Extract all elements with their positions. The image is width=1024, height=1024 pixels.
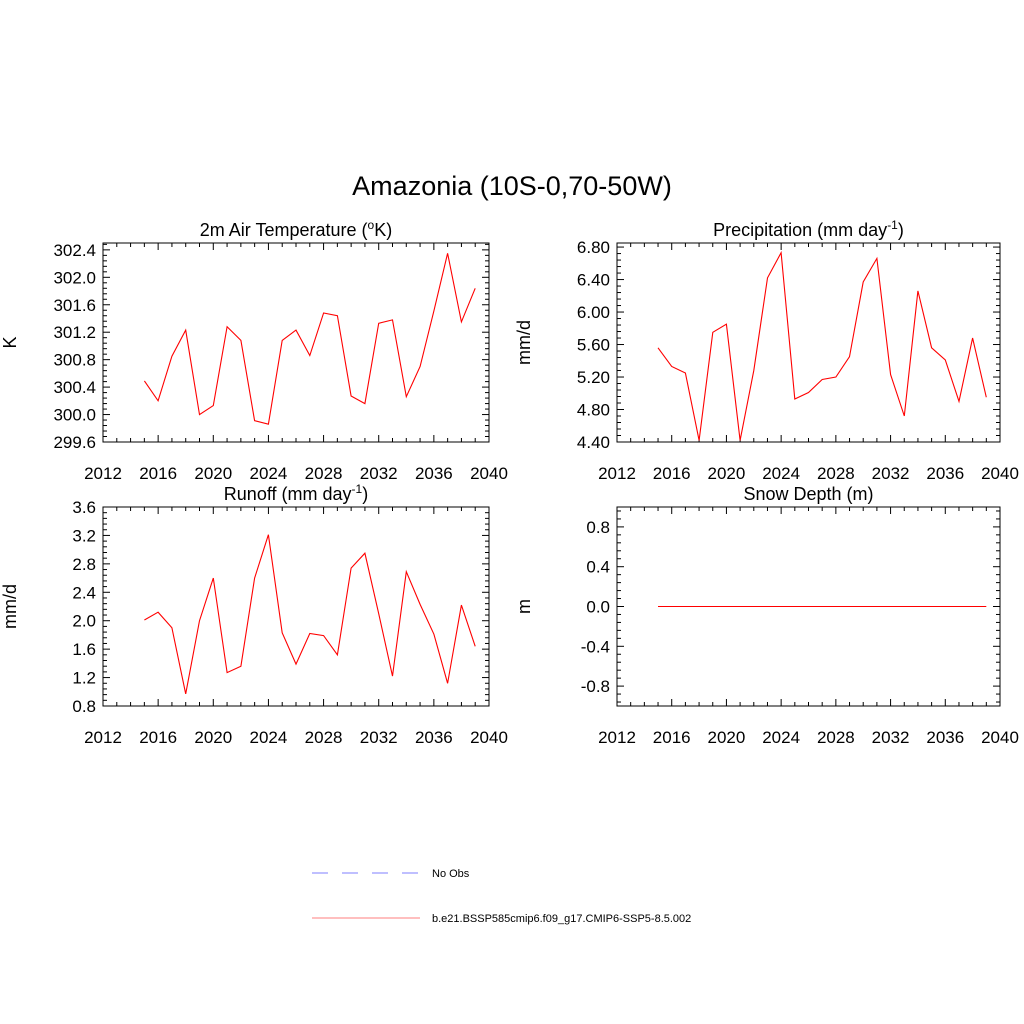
- x-tick-label: 2024: [762, 728, 800, 747]
- panel-2: 2012 2016 2020 2024 2028 2032 2036 2040 4.40 4.80…: [514, 218, 1019, 483]
- y-axis-label: K: [0, 336, 20, 348]
- panel-title: Runoff (mm day-1): [224, 482, 368, 504]
- panel-title-main: Runoff (mm day: [224, 484, 352, 504]
- y-tick-label: 300.0: [53, 406, 96, 425]
- x-tick-label: 2036: [415, 464, 453, 483]
- y-tick-label: 300.8: [53, 351, 96, 370]
- x-tick-label: 2016: [139, 728, 177, 747]
- x-tick-label: 2016: [139, 464, 177, 483]
- plot-frame: [102, 242, 490, 443]
- x-tick-label: 2012: [598, 464, 636, 483]
- panel-title: Precipitation (mm day-1): [713, 218, 904, 240]
- y-axis-label: m: [514, 599, 534, 614]
- y-tick-label: 2.4: [72, 583, 96, 602]
- y-tick-label: 301.2: [53, 323, 96, 342]
- x-tick-label: 2016: [653, 464, 691, 483]
- y-tick-label: 300.4: [53, 378, 96, 397]
- x-tick-label: 2024: [250, 464, 288, 483]
- x-tick-label: 2012: [84, 728, 122, 747]
- panel-4: 2012 2016 2020 2024 2028 2032 2036 2040 -0.8 -0.4…: [514, 484, 1019, 747]
- y-tick-label: 2.0: [72, 612, 96, 631]
- y-tick-label: 6.00: [577, 303, 610, 322]
- series-line: [657, 250, 987, 441]
- y-tick-label: 0.4: [586, 558, 610, 577]
- panel-title-after: K): [374, 220, 392, 240]
- panel-title-superscript: o: [368, 218, 375, 232]
- y-tick-label: 0.0: [586, 598, 610, 617]
- panel-title-main: 2m Air Temperature (: [200, 220, 368, 240]
- y-tick-label: 4.40: [577, 433, 610, 452]
- x-tick-label: 2036: [415, 728, 453, 747]
- panel-title-after: ): [362, 484, 368, 504]
- legend-label-2: b.e21.BSSP585cmip6.f09_g17.CMIP6-SSP5-8.…: [432, 913, 691, 925]
- x-tick-label: 2024: [250, 728, 288, 747]
- y-tick-label: 6.80: [577, 238, 610, 257]
- legend: No Obs b.e21.BSSP585cmip6.f09_g17.CMIP6-S…: [312, 868, 691, 925]
- x-tick-label: 2020: [708, 728, 746, 747]
- y-tick-label: 0.8: [72, 697, 96, 716]
- y-tick-label: 3.2: [72, 526, 96, 545]
- panel-title-superscript: -1: [352, 482, 363, 496]
- y-tick-label: 0.8: [586, 518, 610, 537]
- x-tick-label: 2020: [708, 464, 746, 483]
- panel-title-superscript: -1: [887, 218, 898, 232]
- x-tick-label: 2028: [817, 728, 855, 747]
- x-tick-label: 2040: [470, 464, 508, 483]
- y-tick-label: 302.4: [53, 241, 96, 260]
- figure-title: Amazonia (10S-0,70-50W): [352, 171, 672, 201]
- x-tick-label: 2040: [981, 728, 1019, 747]
- x-tick-label: 2012: [598, 728, 636, 747]
- plot-frame: [616, 242, 1001, 443]
- x-tick-label: 2032: [360, 728, 398, 747]
- y-tick-label: 301.6: [53, 296, 96, 315]
- series-line: [144, 534, 476, 695]
- series-line: [143, 253, 476, 425]
- y-tick-label: 302.0: [53, 268, 96, 287]
- x-tick-label: 2028: [817, 464, 855, 483]
- y-tick-label: 4.80: [577, 401, 610, 420]
- y-tick-label: 2.8: [72, 555, 96, 574]
- y-axis-label: mm/d: [514, 320, 534, 365]
- x-tick-label: 2012: [84, 464, 122, 483]
- panel-1: 2012 2016 2020 2024 2028 2032 2036 2040 299.6 300…: [0, 218, 508, 483]
- x-tick-label: 2028: [305, 728, 343, 747]
- y-tick-label: 299.6: [53, 433, 96, 452]
- panel-title: 2m Air Temperature (oK): [200, 218, 392, 240]
- y-tick-label: 1.2: [72, 669, 96, 688]
- y-tick-label: 5.60: [577, 336, 610, 355]
- plot-frame: [102, 506, 490, 707]
- x-tick-label: 2028: [305, 464, 343, 483]
- x-tick-label: 2032: [872, 464, 910, 483]
- panel-title-after: ): [898, 220, 904, 240]
- y-tick-label: 3.6: [72, 498, 96, 517]
- x-tick-label: 2040: [981, 464, 1019, 483]
- x-tick-label: 2020: [194, 728, 232, 747]
- panel-title-main: Snow Depth (m): [743, 484, 873, 504]
- panels: 2012 2016 2020 2024 2028 2032 2036 2040 299.6 300…: [0, 218, 1019, 747]
- y-tick-label: 6.40: [577, 271, 610, 290]
- x-tick-label: 2040: [470, 728, 508, 747]
- x-tick-label: 2032: [872, 728, 910, 747]
- x-tick-label: 2016: [653, 728, 691, 747]
- legend-label-1: No Obs: [432, 868, 470, 880]
- x-tick-label: 2032: [360, 464, 398, 483]
- panel-title-main: Precipitation (mm day: [713, 220, 887, 240]
- panel-3: 2012 2016 2020 2024 2028 2032 2036 2040 0.8 1.2 1.…: [0, 482, 508, 747]
- x-tick-label: 2036: [926, 728, 964, 747]
- y-axis-label: mm/d: [0, 584, 20, 629]
- y-tick-label: -0.8: [581, 677, 610, 696]
- panel-title: Snow Depth (m): [743, 484, 873, 504]
- y-tick-label: 1.6: [72, 640, 96, 659]
- x-tick-label: 2024: [762, 464, 800, 483]
- x-tick-label: 2036: [926, 464, 964, 483]
- x-tick-label: 2020: [194, 464, 232, 483]
- y-tick-label: -0.4: [581, 637, 610, 656]
- y-tick-label: 5.20: [577, 368, 610, 387]
